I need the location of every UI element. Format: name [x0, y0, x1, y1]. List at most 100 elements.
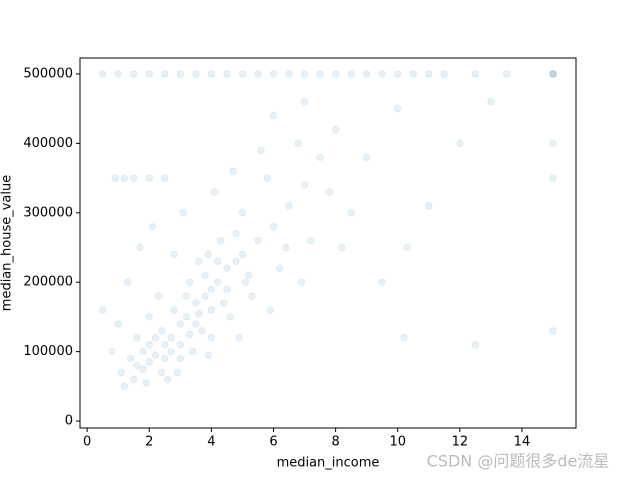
point — [145, 174, 153, 182]
point — [182, 313, 191, 321]
point — [130, 70, 138, 78]
point — [403, 243, 411, 252]
point — [331, 70, 340, 78]
point — [549, 70, 557, 78]
point — [192, 70, 200, 78]
point — [263, 174, 271, 182]
point — [549, 327, 557, 335]
point — [157, 368, 166, 377]
y-tick-label: 200000 — [23, 275, 73, 290]
point — [307, 236, 315, 245]
point — [154, 292, 163, 300]
x-tick-label: 4 — [207, 435, 215, 450]
point — [139, 365, 147, 373]
point — [126, 354, 135, 363]
point — [362, 153, 371, 161]
point — [254, 236, 262, 245]
x-tick-label: 2 — [145, 435, 153, 450]
point — [192, 320, 200, 328]
point — [161, 354, 169, 363]
point — [108, 347, 116, 356]
point — [338, 243, 346, 252]
point — [176, 320, 185, 328]
point — [139, 347, 147, 356]
point — [120, 174, 129, 182]
point — [176, 354, 185, 363]
point — [204, 250, 212, 259]
point — [257, 146, 265, 155]
point — [117, 368, 126, 377]
x-tick-label: 12 — [452, 435, 469, 450]
point — [170, 250, 178, 259]
point — [232, 229, 240, 238]
point — [201, 292, 209, 300]
point — [316, 70, 324, 78]
point — [192, 299, 200, 307]
point — [254, 70, 262, 78]
y-tick-label: 500000 — [23, 66, 73, 81]
point — [179, 209, 188, 217]
point — [440, 70, 449, 78]
x-tick-label: 8 — [331, 435, 339, 450]
x-tick-label: 14 — [514, 435, 531, 450]
point — [226, 313, 234, 321]
point — [241, 278, 250, 286]
watermark: CSDN @问题很多de流星 — [427, 452, 610, 471]
y-tick-label: 0 — [65, 414, 73, 429]
point — [133, 361, 141, 370]
point — [198, 327, 206, 335]
point — [204, 351, 212, 359]
point — [136, 243, 144, 252]
point — [297, 278, 306, 286]
point — [161, 70, 169, 78]
point — [238, 70, 247, 78]
point — [378, 278, 386, 286]
point — [130, 375, 138, 384]
point — [269, 222, 278, 231]
point — [114, 70, 122, 78]
point — [316, 153, 324, 161]
point — [164, 375, 172, 384]
point — [409, 70, 417, 78]
y-tick-label: 400000 — [23, 136, 73, 151]
point — [151, 351, 160, 359]
point — [111, 174, 119, 182]
point — [195, 257, 203, 266]
point — [238, 250, 247, 259]
point — [347, 70, 355, 78]
point — [145, 313, 153, 321]
point — [176, 340, 185, 349]
point — [266, 306, 275, 314]
point — [394, 70, 402, 78]
point — [157, 327, 166, 335]
point — [213, 257, 222, 266]
point — [244, 271, 253, 279]
point — [207, 306, 216, 314]
point — [216, 236, 225, 245]
plot-frame — [79, 57, 577, 429]
point — [362, 70, 371, 78]
point — [325, 188, 334, 196]
point — [213, 278, 222, 286]
point — [238, 209, 247, 217]
point — [400, 334, 408, 342]
point — [425, 70, 433, 78]
point — [378, 70, 386, 78]
x-tick-label: 10 — [389, 435, 406, 450]
point — [207, 70, 216, 78]
point — [269, 70, 278, 78]
point — [182, 292, 191, 300]
point — [123, 278, 132, 286]
point — [300, 181, 309, 189]
point — [220, 299, 228, 307]
point — [232, 257, 240, 266]
point — [145, 70, 153, 78]
point — [471, 70, 480, 78]
point — [195, 309, 203, 318]
point — [229, 167, 237, 175]
point — [151, 334, 160, 342]
point — [201, 271, 209, 279]
point — [185, 330, 194, 338]
point — [145, 358, 153, 366]
